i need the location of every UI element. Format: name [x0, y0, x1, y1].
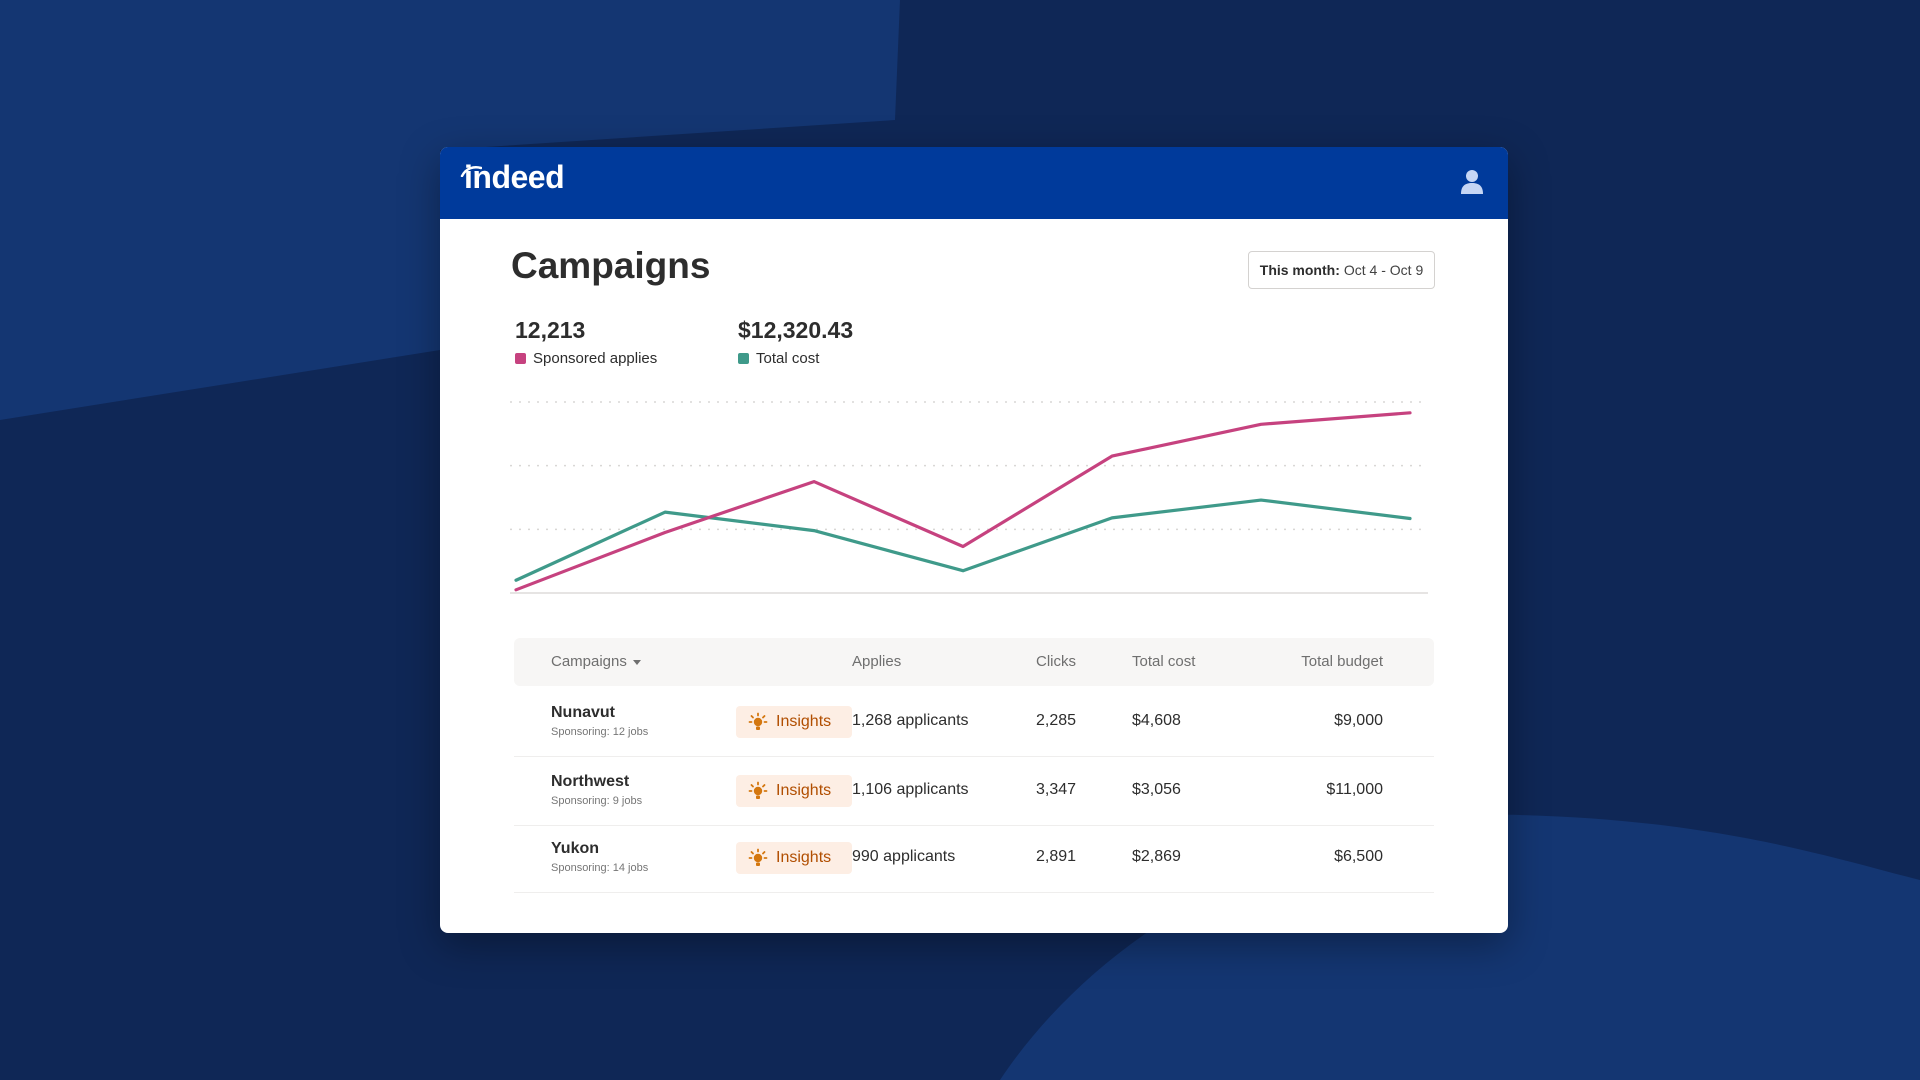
total-cost-value: $3,056 — [1132, 781, 1181, 798]
column-header-total-cost: Total cost — [1132, 653, 1196, 670]
stat-sponsored-applies: 12,213 Sponsored applies — [515, 317, 657, 367]
legend-swatch-sponsored-applies — [515, 353, 526, 364]
total-budget-value: $9,000 — [1334, 712, 1383, 729]
insights-button[interactable]: Insights — [736, 706, 852, 738]
top-bar: indeed — [440, 147, 1508, 219]
indeed-logo[interactable]: indeed — [460, 159, 565, 196]
column-header-total-budget: Total budget — [1301, 653, 1383, 670]
table-header: Campaigns Applies Clicks Total cost Tota… — [514, 638, 1434, 686]
logo-text: indeed — [464, 159, 565, 195]
date-range-picker[interactable]: This month: Oct 4 - Oct 9 — [1248, 251, 1435, 289]
applies-value: 1,268 applicants — [852, 712, 969, 729]
app-window: indeed Campaigns This month: Oct 4 - Oct… — [440, 147, 1508, 933]
sort-caret-icon — [632, 659, 641, 665]
profile-icon[interactable] — [1460, 169, 1484, 195]
campaign-name[interactable]: Northwest — [551, 773, 630, 790]
insights-label: Insights — [776, 713, 832, 730]
series-line-sponsored-applies — [514, 411, 1412, 592]
column-header-clicks: Clicks — [1036, 653, 1076, 670]
stat-total-cost: $12,320.43 Total cost — [738, 317, 853, 367]
clicks-value: 3,347 — [1036, 781, 1077, 798]
legend-swatch-total-cost — [738, 353, 749, 364]
lightbulb-icon — [748, 712, 768, 730]
column-header-applies: Applies — [852, 653, 902, 670]
total-cost-value: $2,869 — [1132, 848, 1181, 865]
table-row[interactable]: Northwest Sponsoring: 9 jobs Insights 1,… — [514, 757, 1434, 826]
stat-value: 12,213 — [515, 317, 586, 343]
total-cost-value: $4,608 — [1132, 712, 1181, 729]
date-range-label: This month: — [1259, 262, 1340, 278]
column-header-label: Campaigns — [551, 653, 627, 670]
table-row[interactable]: Yukon Sponsoring: 14 jobs Insights 990 a… — [514, 824, 1434, 893]
page-title: Campaigns — [511, 245, 711, 286]
stat-label: Total cost — [756, 350, 820, 367]
total-budget-value: $11,000 — [1326, 781, 1383, 798]
column-header-campaigns[interactable]: Campaigns — [551, 653, 641, 670]
lightbulb-icon — [748, 848, 768, 866]
clicks-value: 2,285 — [1036, 712, 1077, 729]
date-range-value: Oct 4 - Oct 9 — [1343, 262, 1424, 278]
campaign-name[interactable]: Nunavut — [551, 704, 615, 721]
line-chart — [510, 401, 1428, 594]
table-row[interactable]: Nunavut Sponsoring: 12 jobs Insights 1,2… — [514, 688, 1434, 757]
series-line-total-cost — [514, 498, 1412, 582]
applies-value: 1,106 applicants — [852, 781, 969, 798]
insights-button[interactable]: Insights — [736, 775, 852, 807]
logo-arc-icon — [460, 166, 482, 177]
lightbulb-icon — [748, 781, 768, 799]
clicks-value: 2,891 — [1036, 848, 1077, 865]
insights-button[interactable]: Insights — [736, 842, 852, 874]
stat-value: $12,320.43 — [738, 317, 854, 343]
total-budget-value: $6,500 — [1334, 848, 1383, 865]
insights-label: Insights — [776, 849, 832, 866]
campaign-sponsoring: Sponsoring: 9 jobs — [551, 795, 643, 807]
campaign-sponsoring: Sponsoring: 14 jobs — [551, 862, 649, 874]
campaign-sponsoring: Sponsoring: 12 jobs — [551, 726, 649, 738]
stat-label: Sponsored applies — [533, 350, 658, 367]
applies-value: 990 applicants — [852, 848, 956, 865]
campaign-name[interactable]: Yukon — [551, 840, 600, 857]
insights-label: Insights — [776, 782, 832, 799]
